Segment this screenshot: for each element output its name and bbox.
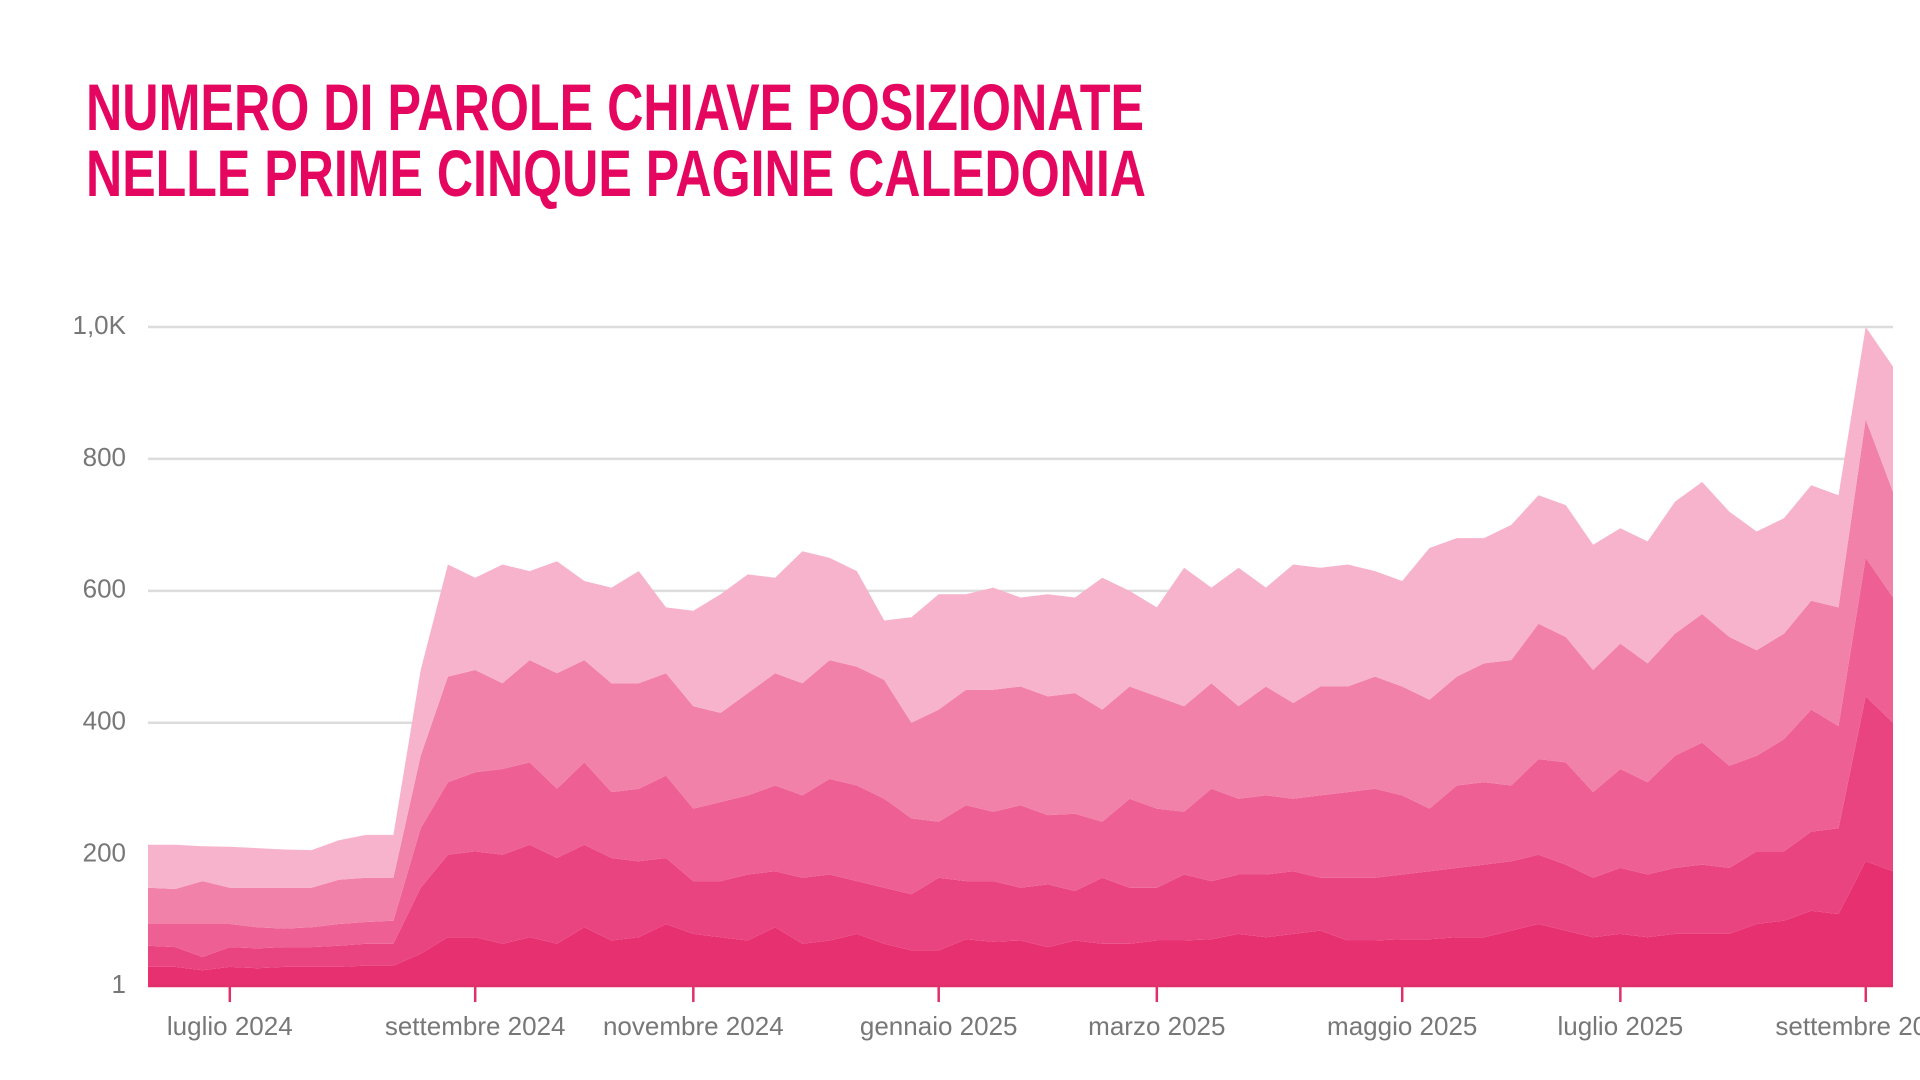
chart-title: NUMERO DI PAROLE CHIAVE POSIZIONATE [86, 70, 1144, 144]
y-tick-label: 800 [83, 442, 126, 472]
chart-title: NELLE PRIME CINQUE PAGINE CALEDONIA [86, 136, 1146, 210]
x-tick-label: luglio 2025 [1557, 1011, 1683, 1041]
y-tick-label: 1 [112, 969, 126, 999]
x-tick-label: luglio 2024 [167, 1011, 293, 1041]
area [148, 696, 1893, 971]
x-tick-label: settembre 2024 [385, 1011, 566, 1041]
area [148, 861, 1893, 986]
x-tick-label: gennaio 2025 [860, 1011, 1018, 1041]
area [148, 327, 1893, 889]
y-tick-label: 400 [83, 706, 126, 736]
area [148, 419, 1893, 929]
x-tick-label: novembre 2024 [603, 1011, 784, 1041]
x-tick-label: settembre 2025 [1775, 1011, 1920, 1041]
x-tick-label: marzo 2025 [1088, 1011, 1225, 1041]
area [148, 557, 1893, 957]
x-tick-label: maggio 2025 [1327, 1011, 1477, 1041]
y-tick-label: 600 [83, 574, 126, 604]
y-tick-label: 200 [83, 838, 126, 868]
y-tick-label: 1,0K [73, 310, 127, 340]
